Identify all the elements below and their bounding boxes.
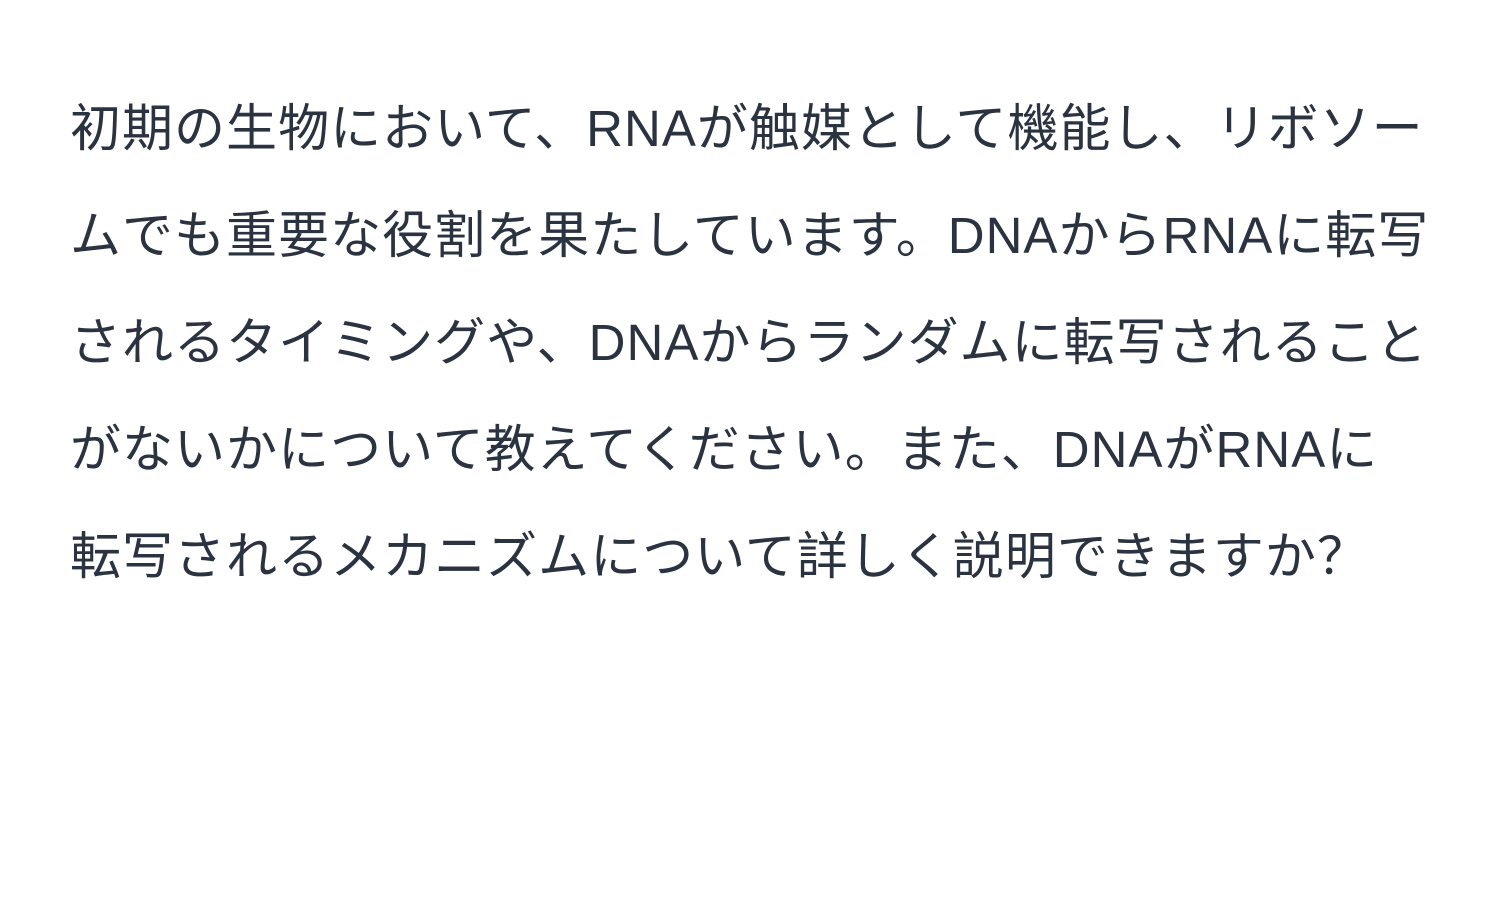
body-paragraph: 初期の生物において、RNAが触媒として機能し、リボソームでも重要な役割を果たして…	[70, 75, 1430, 610]
